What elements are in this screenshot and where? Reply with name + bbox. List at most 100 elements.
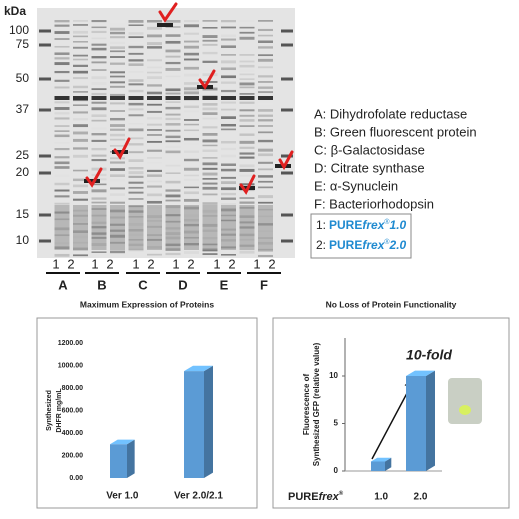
band [258, 91, 273, 94]
band [202, 26, 218, 29]
band [202, 126, 218, 129]
band [165, 194, 181, 198]
y-axis-label-line: DHFR mg/mL [56, 388, 63, 433]
bar [110, 444, 127, 478]
band [147, 26, 162, 30]
band [54, 57, 70, 60]
band [110, 93, 125, 97]
band [147, 169, 162, 172]
version-brand-a: PURE [329, 218, 362, 232]
band [110, 20, 125, 23]
band [202, 60, 218, 63]
band [128, 114, 144, 117]
y-tick-label: 600.00 [62, 407, 84, 414]
band [221, 163, 236, 166]
band [281, 171, 293, 175]
band [73, 205, 88, 250]
band [258, 58, 273, 62]
band [54, 166, 70, 169]
band [91, 26, 107, 29]
band [147, 34, 162, 38]
check [239, 174, 256, 195]
band [165, 34, 181, 37]
band [73, 54, 88, 57]
band [202, 162, 218, 166]
y-axis-label: Synthesized DHFR mg/mL [46, 388, 63, 433]
band [184, 110, 199, 113]
band [184, 91, 199, 95]
band [165, 189, 181, 192]
band [110, 117, 125, 121]
band [110, 50, 125, 53]
band [54, 117, 70, 120]
band [73, 24, 88, 26]
band [202, 167, 218, 170]
band [258, 180, 273, 183]
bar-top [371, 457, 392, 462]
band [202, 182, 218, 185]
band [91, 47, 107, 51]
band [202, 202, 218, 205]
legend-item: F: Bacteriorhodopsin [314, 196, 434, 211]
band [128, 143, 144, 146]
band [91, 76, 107, 80]
tube-photo [448, 378, 482, 424]
band [165, 101, 181, 103]
band [184, 87, 199, 91]
x-tick-label: 2.0 [414, 492, 428, 503]
version-label: 1: PUREfrex®1.0 [316, 218, 407, 232]
lane-number: 1 [132, 256, 139, 271]
y-tick-label: 200.00 [62, 452, 84, 459]
band [91, 20, 107, 23]
band [258, 46, 273, 49]
band [239, 156, 255, 159]
band [202, 107, 218, 111]
band [110, 110, 125, 112]
band [239, 54, 255, 56]
band [91, 139, 107, 142]
band [184, 186, 199, 189]
band [221, 187, 236, 191]
lane-number: 2 [228, 256, 235, 271]
check [198, 69, 216, 90]
band [54, 20, 70, 23]
band [128, 151, 144, 154]
band [110, 62, 125, 65]
band [73, 161, 88, 165]
chart-frame [36, 317, 258, 509]
band [112, 150, 128, 154]
band [258, 125, 273, 127]
bar-top [184, 365, 213, 372]
y-axis-label-line: Synthesized GFP (relative value) [312, 342, 321, 466]
band [73, 64, 88, 67]
band [221, 108, 236, 111]
band [110, 81, 125, 84]
band [281, 77, 293, 81]
band [202, 157, 218, 159]
band [221, 205, 236, 250]
band [221, 60, 236, 64]
band [91, 251, 107, 253]
band [110, 27, 125, 31]
band [184, 158, 199, 162]
band [91, 167, 107, 171]
band [91, 197, 107, 200]
band [202, 186, 218, 190]
band [258, 205, 273, 250]
band [110, 56, 125, 58]
band [73, 96, 88, 100]
group-label: F [260, 277, 268, 292]
band [202, 51, 218, 55]
band [239, 31, 255, 34]
band [147, 110, 162, 113]
band [73, 138, 88, 142]
band [54, 70, 70, 74]
bar [184, 371, 204, 478]
band [73, 111, 88, 114]
band [91, 101, 107, 104]
band [73, 124, 88, 128]
band [91, 159, 107, 162]
band [54, 156, 70, 159]
brand-a: PURE [288, 491, 319, 503]
band [221, 89, 236, 93]
